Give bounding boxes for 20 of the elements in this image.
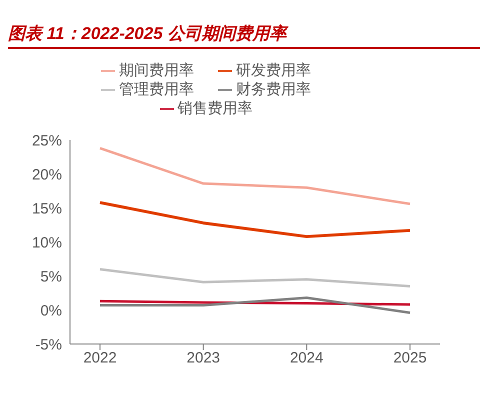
y-tick-label: 20%: [32, 166, 62, 184]
x-tick-label: 2024: [290, 350, 324, 367]
x-tick-label: 2022: [83, 350, 117, 367]
chart-title: 图表 11：2022-2025 公司期间费用率: [8, 8, 480, 49]
line-series: [98, 146, 412, 206]
legend-label: 管理费用率: [119, 81, 194, 98]
legend-label: 期间费用率: [119, 62, 194, 79]
x-tick-label: 2025: [393, 350, 427, 367]
y-tick-label: -5%: [35, 336, 62, 354]
y-tick-label: 25%: [32, 132, 62, 150]
legend-label: 销售费用率: [178, 100, 252, 117]
x-tick-label: 2023: [186, 350, 220, 367]
line-series: [98, 201, 412, 238]
legend-label: 研发费用率: [236, 62, 311, 79]
y-tick-label: 15%: [32, 200, 62, 218]
line-series: [98, 268, 412, 288]
y-tick-label: 0%: [40, 302, 62, 320]
y-tick-label: 5%: [40, 268, 62, 286]
legend-label: 财务费用率: [236, 81, 311, 98]
y-tick-label: 10%: [32, 234, 62, 252]
